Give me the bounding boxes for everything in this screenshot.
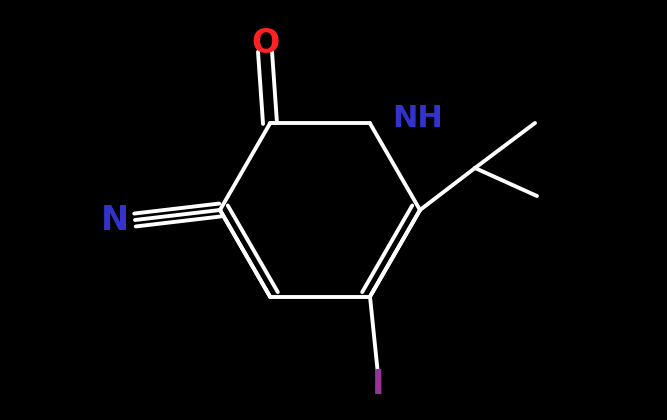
Text: N: N: [101, 204, 129, 236]
Text: NH: NH: [392, 104, 443, 133]
Text: O: O: [251, 27, 279, 60]
Text: I: I: [372, 368, 384, 401]
